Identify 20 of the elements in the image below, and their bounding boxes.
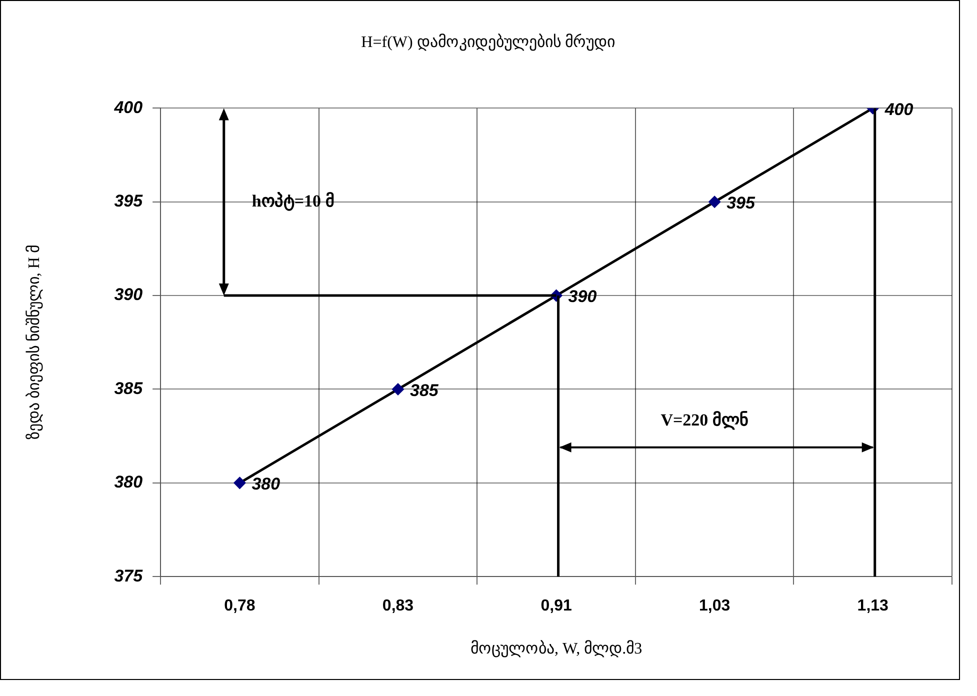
data-label: 390 <box>568 287 598 306</box>
x-tick-label: 1,13 <box>857 598 889 615</box>
data-label: 380 <box>252 474 281 494</box>
x-tick-label: 1,03 <box>699 598 730 615</box>
y-tick-label: 375 <box>114 566 144 586</box>
y-tick-label: 380 <box>114 472 144 492</box>
data-label: 395 <box>726 194 756 213</box>
data-label: 385 <box>410 380 439 400</box>
x-tick-label: 0,83 <box>382 598 414 615</box>
y-tick-label: 400 <box>113 98 144 117</box>
y-axis-title: ზედა ბიეფის ნიშნული, H მ <box>24 245 43 440</box>
x-tick-label: 0,78 <box>224 598 256 615</box>
chart-title: H=f(W) დამოკიდებულების მრუდი <box>361 32 615 51</box>
x-axis-title: მოცულობა, W, მლდ.მ3 <box>470 640 642 658</box>
y-tick-label: 390 <box>114 285 144 304</box>
y-tick-label: 385 <box>114 378 144 398</box>
x-tick-label: 0,91 <box>540 598 572 615</box>
data-label: 400 <box>884 100 914 119</box>
y-tick-label: 395 <box>114 192 144 211</box>
annotation: V=220 მლნ <box>660 410 748 431</box>
